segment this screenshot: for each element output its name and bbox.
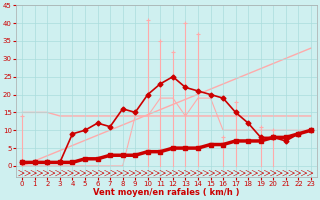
X-axis label: Vent moyen/en rafales ( km/h ): Vent moyen/en rafales ( km/h ) xyxy=(93,188,240,197)
